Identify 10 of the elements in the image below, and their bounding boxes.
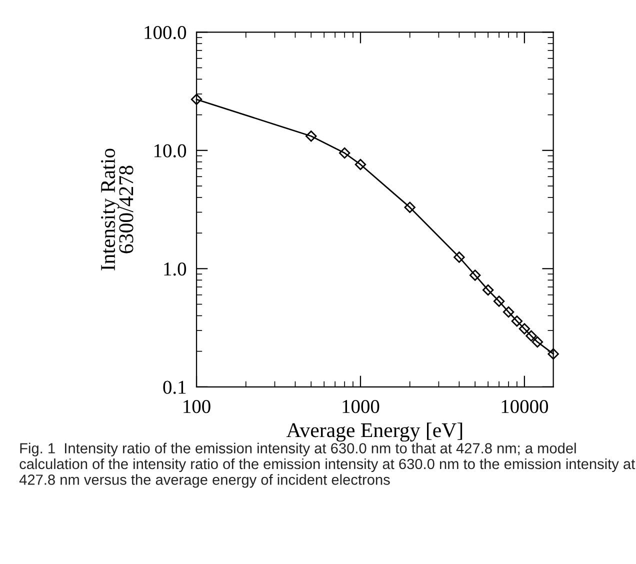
x-axis-title: Average Energy [eV] — [286, 422, 462, 442]
caption: Fig. 1 Intensity ratio of the emission intensity at 630.0 nm to that at 427.8 nm; a model calculation of the intensity ratio of the emission intensity at 630.0 nm to the emission intensity at 427.8 nm versus the average energy of incident electrons — [19, 442, 636, 488]
y-axis-title: Intensity Ratio 6300/4278 — [101, 148, 134, 270]
y-tick-label: 100.0 — [144, 26, 186, 40]
y-tick-label: 1.0 — [164, 262, 186, 276]
x-tick-label: 100 — [184, 400, 210, 414]
x-tick-label: 10000 — [502, 400, 548, 414]
y-tick-label: 10.0 — [154, 144, 186, 158]
y-tick-label: 0.1 — [163, 380, 186, 394]
x-tick-label: 1000 — [342, 400, 380, 414]
